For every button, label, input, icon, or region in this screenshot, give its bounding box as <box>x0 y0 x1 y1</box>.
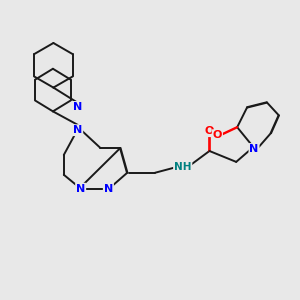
Text: N: N <box>73 102 82 112</box>
Text: O: O <box>205 126 214 136</box>
Text: N: N <box>73 125 82 135</box>
Text: N: N <box>76 184 85 194</box>
Text: N: N <box>249 144 259 154</box>
Text: NH: NH <box>174 162 191 172</box>
Text: N: N <box>104 184 113 194</box>
Text: O: O <box>213 130 222 140</box>
